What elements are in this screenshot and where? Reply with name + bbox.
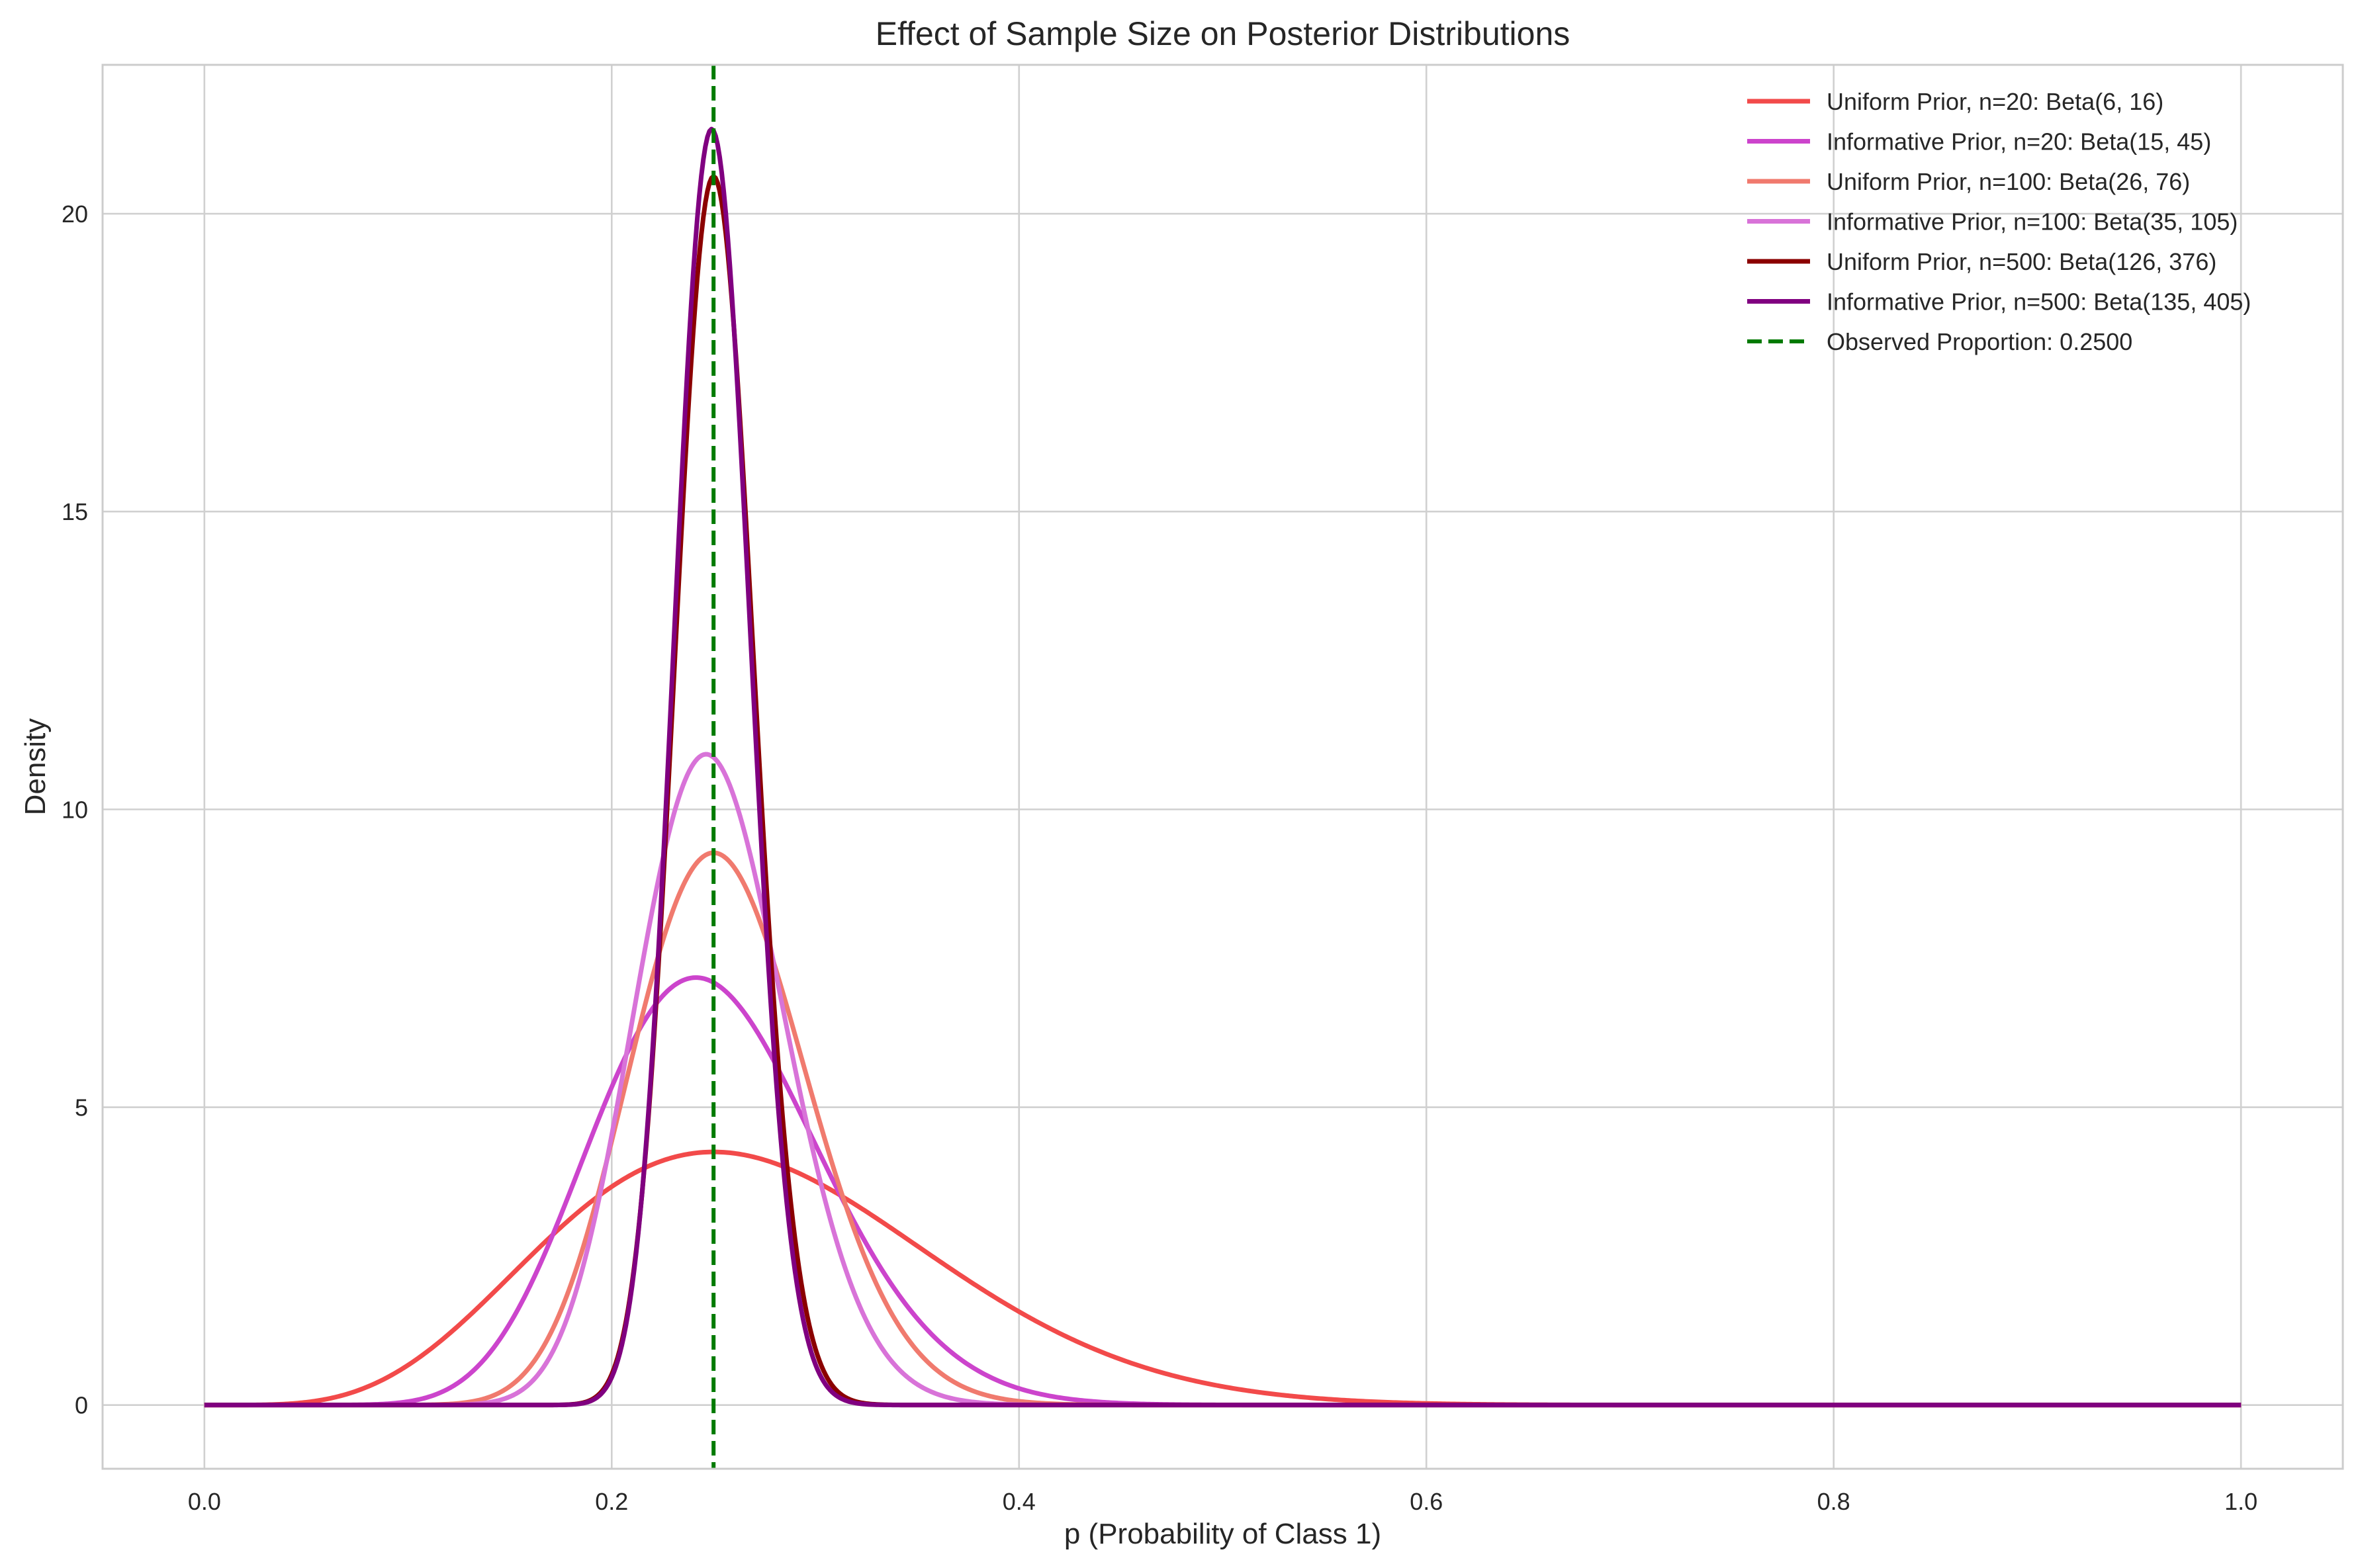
- series-line-0: [204, 1149, 2242, 1408]
- y-tick-label: 0: [75, 1392, 88, 1419]
- x-tick-labels: 0.0 0.2 0.4 0.6 0.8 1.0: [188, 1488, 2257, 1515]
- series-line-4: [204, 174, 2242, 1408]
- y-tick-label: 20: [62, 200, 88, 228]
- x-tick-label: 0.6: [1410, 1488, 1443, 1515]
- y-tick-label: 10: [62, 796, 88, 823]
- plot-frame: [101, 64, 2344, 1470]
- legend-label: Informative Prior, n=20: Beta(15, 45): [1827, 128, 2211, 155]
- y-tick-labels: 0 5 10 15 20: [62, 200, 88, 1419]
- x-tick-label: 0.4: [1003, 1488, 1036, 1515]
- series-layer: [204, 126, 2242, 1408]
- legend-label: Uniform Prior, n=500: Beta(126, 376): [1827, 248, 2216, 275]
- y-axis-label: Density: [19, 719, 52, 816]
- series-line-5: [204, 126, 2242, 1408]
- x-tick-label: 0.2: [595, 1488, 628, 1515]
- series-line-1: [204, 975, 2242, 1408]
- legend-label: Uniform Prior, n=100: Beta(26, 76): [1827, 168, 2190, 195]
- x-tick-label: 0.0: [188, 1488, 221, 1515]
- y-tick-label: 5: [75, 1094, 88, 1121]
- x-tick-label: 1.0: [2224, 1488, 2257, 1515]
- chart-title: Effect of Sample Size on Posterior Distr…: [876, 15, 1570, 52]
- y-tick-label: 15: [62, 498, 88, 525]
- legend-label: Uniform Prior, n=20: Beta(6, 16): [1827, 88, 2163, 115]
- grid-layer: [103, 65, 2343, 1469]
- series-line-3: [204, 752, 2242, 1408]
- x-axis-label: p (Probability of Class 1): [1064, 1518, 1381, 1550]
- legend: Uniform Prior, n=20: Beta(6, 16) Informat…: [1747, 88, 2251, 355]
- legend-label: Informative Prior, n=100: Beta(35, 105): [1827, 208, 2238, 236]
- legend-label: Observed Proportion: 0.2500: [1827, 328, 2132, 355]
- x-tick-label: 0.8: [1817, 1488, 1850, 1515]
- legend-label: Informative Prior, n=500: Beta(135, 405): [1827, 288, 2251, 316]
